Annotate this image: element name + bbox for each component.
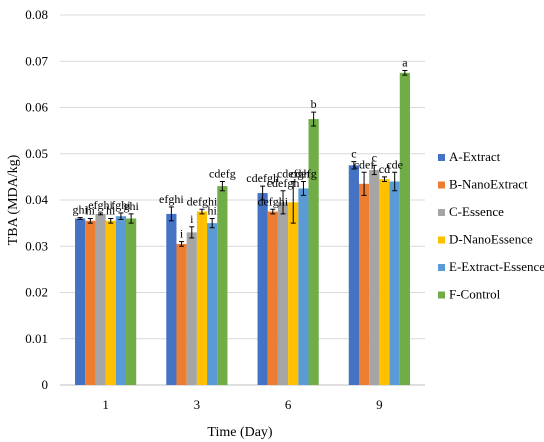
data-label: cde xyxy=(386,157,403,171)
bar xyxy=(308,119,319,385)
bar xyxy=(369,169,380,385)
legend: A-Extract B-NanoExtract C-Essence D-NanoEss… xyxy=(438,149,544,302)
bar xyxy=(126,218,137,385)
data-label: c xyxy=(351,147,356,161)
x-axis-ticks: 1 3 6 9 xyxy=(102,397,382,412)
data-label: cdefgh xyxy=(277,167,310,181)
data-label: cdef xyxy=(354,157,375,171)
x-axis-title: Time (Day) xyxy=(207,425,273,440)
data-label: fghi xyxy=(111,198,131,212)
data-label: hi xyxy=(106,204,116,218)
y-tick-label: 0.02 xyxy=(25,285,48,300)
y-tick-label: 0.04 xyxy=(25,192,48,207)
data-label: cdefg xyxy=(290,167,317,181)
data-label: cdefg xyxy=(209,167,236,181)
data-label: ghi xyxy=(72,203,88,217)
data-label: c xyxy=(372,150,377,164)
bar xyxy=(207,223,218,385)
data-label: cd xyxy=(379,162,390,176)
data-label: a xyxy=(402,56,408,70)
bar xyxy=(379,179,390,385)
legend-label: C-Essence xyxy=(449,204,504,219)
y-tick-label: 0.03 xyxy=(25,238,48,253)
data-label: cdefgh xyxy=(246,171,279,185)
bar xyxy=(176,243,187,385)
y-tick-label: 0.01 xyxy=(25,331,48,346)
data-label: defghi xyxy=(187,194,218,208)
bar xyxy=(358,183,370,385)
bar xyxy=(85,220,96,385)
bar xyxy=(257,193,268,385)
data-label: hi xyxy=(86,204,96,218)
data-label: i xyxy=(190,212,194,226)
y-axis-title: TBA (MDA/kg) xyxy=(6,154,21,245)
legend-swatch xyxy=(438,291,445,299)
legend-label: E-Extract-Essence xyxy=(449,259,544,274)
data-label: ghi xyxy=(123,199,139,213)
bar xyxy=(389,181,400,385)
bar xyxy=(298,188,309,385)
legend-swatch xyxy=(438,181,445,189)
bar xyxy=(166,213,177,385)
bar xyxy=(399,72,410,385)
bar xyxy=(105,220,116,385)
legend-swatch xyxy=(438,236,445,244)
bar xyxy=(288,202,299,385)
bar-series-group xyxy=(75,70,410,385)
y-axis-ticks: 0 0.01 0.02 0.03 0.04 0.05 0.06 0.07 0.08 xyxy=(25,7,48,392)
data-label: efghi xyxy=(88,198,113,212)
bar xyxy=(95,213,106,385)
data-label: efghi xyxy=(159,192,184,206)
y-tick-label: 0 xyxy=(42,377,49,392)
x-tick-label: 9 xyxy=(376,397,383,412)
bar xyxy=(75,218,86,385)
legend-label: B-NanoExtract xyxy=(449,177,528,192)
bar xyxy=(186,232,197,385)
x-tick-label: 3 xyxy=(194,397,201,412)
legend-label: A-Extract xyxy=(449,149,501,164)
y-tick-label: 0.05 xyxy=(25,146,48,161)
bar xyxy=(267,211,278,385)
bar xyxy=(217,186,228,385)
bar xyxy=(277,202,289,385)
x-tick-label: 6 xyxy=(285,397,292,412)
data-label: hi xyxy=(208,204,218,218)
bar xyxy=(115,216,127,385)
bar xyxy=(348,165,359,385)
y-tick-label: 0.06 xyxy=(25,100,48,115)
legend-swatch xyxy=(438,209,445,216)
y-tick-label: 0.08 xyxy=(25,7,48,22)
legend-label: D-NanoEssence xyxy=(449,232,533,247)
x-tick-label: 1 xyxy=(102,397,109,412)
legend-swatch xyxy=(438,264,445,271)
data-label: defghi xyxy=(257,194,288,208)
data-label: b xyxy=(311,97,317,111)
data-label: i xyxy=(180,227,184,241)
legend-label: F-Control xyxy=(449,287,501,302)
data-label: cdefgh xyxy=(267,176,300,190)
y-tick-label: 0.07 xyxy=(25,53,48,68)
bar xyxy=(196,211,208,385)
legend-swatch xyxy=(438,154,445,161)
